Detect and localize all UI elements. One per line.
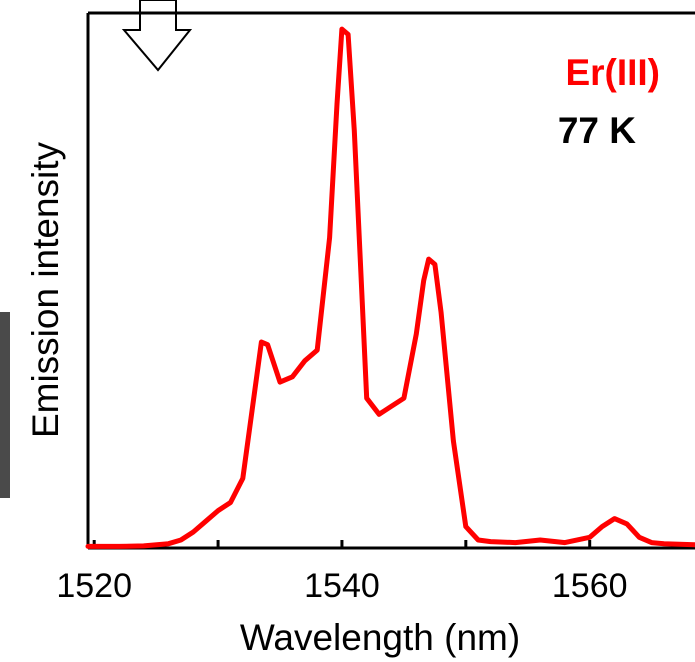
annotation-77k: 77 K [558, 110, 636, 151]
inset-photo-fragment [0, 312, 10, 498]
x-tick-label-1540: 1540 [304, 567, 380, 605]
emission-series-line [85, 26, 695, 549]
annotation-er-iii: Er(III) [565, 52, 660, 93]
y-axis-title: Emission intensity [25, 141, 66, 438]
plot-frame [86, 11, 695, 550]
down-arrow-icon [121, 0, 193, 72]
x-tick-label-1560: 1560 [552, 567, 628, 605]
x-axis-title: Wavelength (nm) [240, 617, 520, 658]
x-tick-label-1520: 1520 [56, 567, 132, 605]
x-tick-labels: 1520 1540 1560 [56, 567, 627, 605]
